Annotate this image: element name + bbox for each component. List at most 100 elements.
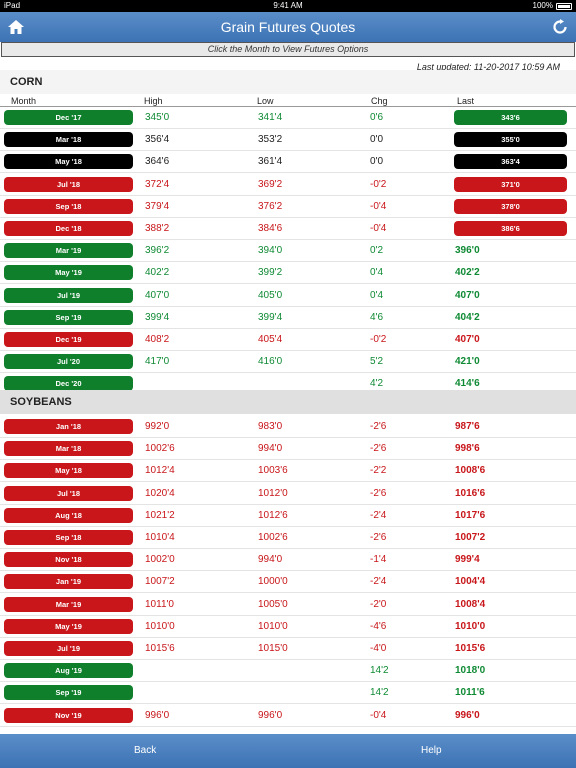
month-button[interactable]: Mar '19 — [4, 596, 133, 612]
month-button[interactable]: Mar '19 — [4, 243, 133, 259]
col-low: Low — [257, 96, 274, 106]
month-button[interactable]: Dec '19 — [4, 332, 133, 347]
month-button[interactable]: Jul '19 — [4, 287, 133, 303]
month-button[interactable]: Sep '18 — [4, 530, 133, 545]
change-value: -2'6 — [370, 487, 387, 499]
quote-row: Jul '19 407'0 405'0 0'4 407'0 — [0, 285, 576, 307]
quote-row: Dec '17 345'0 341'4 0'6 343'6 — [0, 107, 576, 129]
quote-row: Aug '18 1021'2 1012'6 -2'4 1017'6 — [0, 505, 576, 527]
month-button[interactable]: Jul '18 — [4, 485, 133, 501]
month-button[interactable]: Sep '19 — [4, 685, 133, 701]
section-soybeans: SOYBEANS — [0, 390, 576, 414]
last-price-badge: 371'0 — [454, 176, 567, 192]
low-price: 341'4 — [258, 112, 283, 123]
month-button[interactable]: Sep '19 — [4, 309, 133, 325]
quote-row: Jul '18 1020'4 1012'0 -2'6 1016'6 — [0, 483, 576, 505]
last-price: 999'4 — [455, 554, 480, 566]
section-corn: CORN — [0, 70, 576, 94]
last-price: 1010'0 — [455, 620, 486, 632]
month-button[interactable]: Aug '19 — [4, 663, 133, 679]
high-price: 996'0 — [145, 709, 170, 721]
quote-row: Dec '18 388'2 384'6 -0'4 386'6 — [0, 218, 576, 240]
month-button[interactable]: Jul '19 — [4, 641, 133, 656]
last-price: 1017'6 — [455, 509, 486, 521]
help-button[interactable]: Help — [421, 745, 442, 756]
high-price: 1020'4 — [145, 487, 175, 499]
month-button[interactable]: May '19 — [4, 618, 133, 634]
low-price: 353'2 — [258, 134, 283, 146]
quote-row: Jul '19 1015'6 1015'0 -4'0 1015'6 — [0, 638, 576, 660]
month-button[interactable]: May '18 — [4, 463, 133, 479]
month-button[interactable]: Nov '19 — [4, 707, 133, 723]
status-bar: iPad 9:41 AM 100% — [0, 0, 576, 12]
high-price: 356'4 — [145, 134, 170, 146]
quote-row: Jul '18 372'4 369'2 -0'2 371'0 — [0, 174, 576, 196]
month-button[interactable]: Jul '20 — [4, 354, 133, 370]
low-price: 384'6 — [258, 223, 283, 234]
month-button[interactable]: Dec '18 — [4, 221, 133, 236]
last-price: 407'0 — [455, 289, 480, 301]
last-price: 396'0 — [455, 245, 480, 257]
low-price: 394'0 — [258, 245, 283, 257]
header-divider — [0, 106, 576, 107]
month-button[interactable]: Mar '18 — [4, 132, 133, 148]
home-icon[interactable] — [8, 20, 24, 34]
month-button[interactable]: Dec '20 — [4, 376, 133, 392]
low-price: 399'2 — [258, 267, 283, 279]
high-price: 1002'6 — [145, 443, 175, 455]
change-value: 0'4 — [370, 267, 384, 279]
low-price: 994'0 — [258, 554, 283, 566]
change-value: 0'2 — [370, 245, 384, 257]
high-price: 1015'6 — [145, 643, 175, 654]
refresh-icon[interactable] — [552, 19, 568, 35]
last-price: 402'2 — [455, 267, 480, 279]
quote-row: Nov '19 996'0 996'0 -0'4 996'0 — [0, 705, 576, 727]
last-price: 421'0 — [455, 356, 480, 368]
quote-row: Dec '19 408'2 405'4 -0'2 407'0 — [0, 329, 576, 351]
low-price: 369'2 — [258, 178, 283, 190]
quote-row: Aug '19 14'2 1018'0 — [0, 660, 576, 683]
quote-row: Jan '18 992'0 983'0 -2'6 987'6 — [0, 416, 576, 438]
last-price-badge: 378'0 — [454, 198, 567, 214]
month-button[interactable]: Jan '19 — [4, 574, 133, 590]
col-chg: Chg — [371, 96, 388, 106]
quote-row: May '18 364'6 361'4 0'0 363'4 — [0, 151, 576, 174]
clock: 9:41 AM — [273, 1, 303, 10]
nav-bar: Grain Futures Quotes — [0, 12, 576, 42]
change-value: 14'2 — [370, 665, 389, 677]
back-button[interactable]: Back — [134, 745, 157, 756]
last-price: 987'6 — [455, 421, 480, 432]
month-button[interactable]: May '18 — [4, 154, 133, 170]
quote-row: May '19 1010'0 1010'0 -4'6 1010'0 — [0, 616, 576, 638]
low-price: 1003'6 — [258, 465, 288, 477]
change-value: -0'2 — [370, 334, 387, 345]
low-price: 376'2 — [258, 200, 283, 212]
quote-row: Sep '19 14'2 1011'6 — [0, 682, 576, 705]
low-price: 1000'0 — [258, 576, 288, 588]
page-title: Grain Futures Quotes — [220, 19, 356, 35]
battery-icon — [556, 2, 572, 10]
low-price: 996'0 — [258, 709, 283, 721]
high-price: 1010'4 — [145, 532, 175, 543]
month-button[interactable]: Aug '18 — [4, 507, 133, 523]
month-button[interactable]: Nov '18 — [4, 552, 133, 568]
month-button[interactable]: Mar '18 — [4, 441, 133, 457]
month-button[interactable]: Jan '18 — [4, 419, 133, 434]
col-last: Last — [457, 96, 475, 106]
change-value: -2'4 — [370, 509, 387, 521]
month-button[interactable]: Dec '17 — [4, 110, 133, 125]
col-month: Month — [11, 96, 37, 106]
last-price: 1018'0 — [455, 665, 486, 677]
change-value: -0'2 — [370, 178, 387, 190]
month-button[interactable]: Jul '18 — [4, 176, 133, 192]
last-price: 407'0 — [455, 334, 480, 345]
last-price: 414'6 — [455, 378, 480, 390]
month-button[interactable]: Sep '18 — [4, 198, 133, 214]
month-button[interactable]: May '19 — [4, 265, 133, 281]
low-price: 405'4 — [258, 334, 283, 345]
last-price: 1008'6 — [455, 465, 486, 477]
last-price-badge: 355'0 — [454, 132, 567, 148]
high-price: 407'0 — [145, 289, 170, 301]
change-value: 0'0 — [370, 134, 384, 146]
low-price: 1010'0 — [258, 620, 288, 632]
